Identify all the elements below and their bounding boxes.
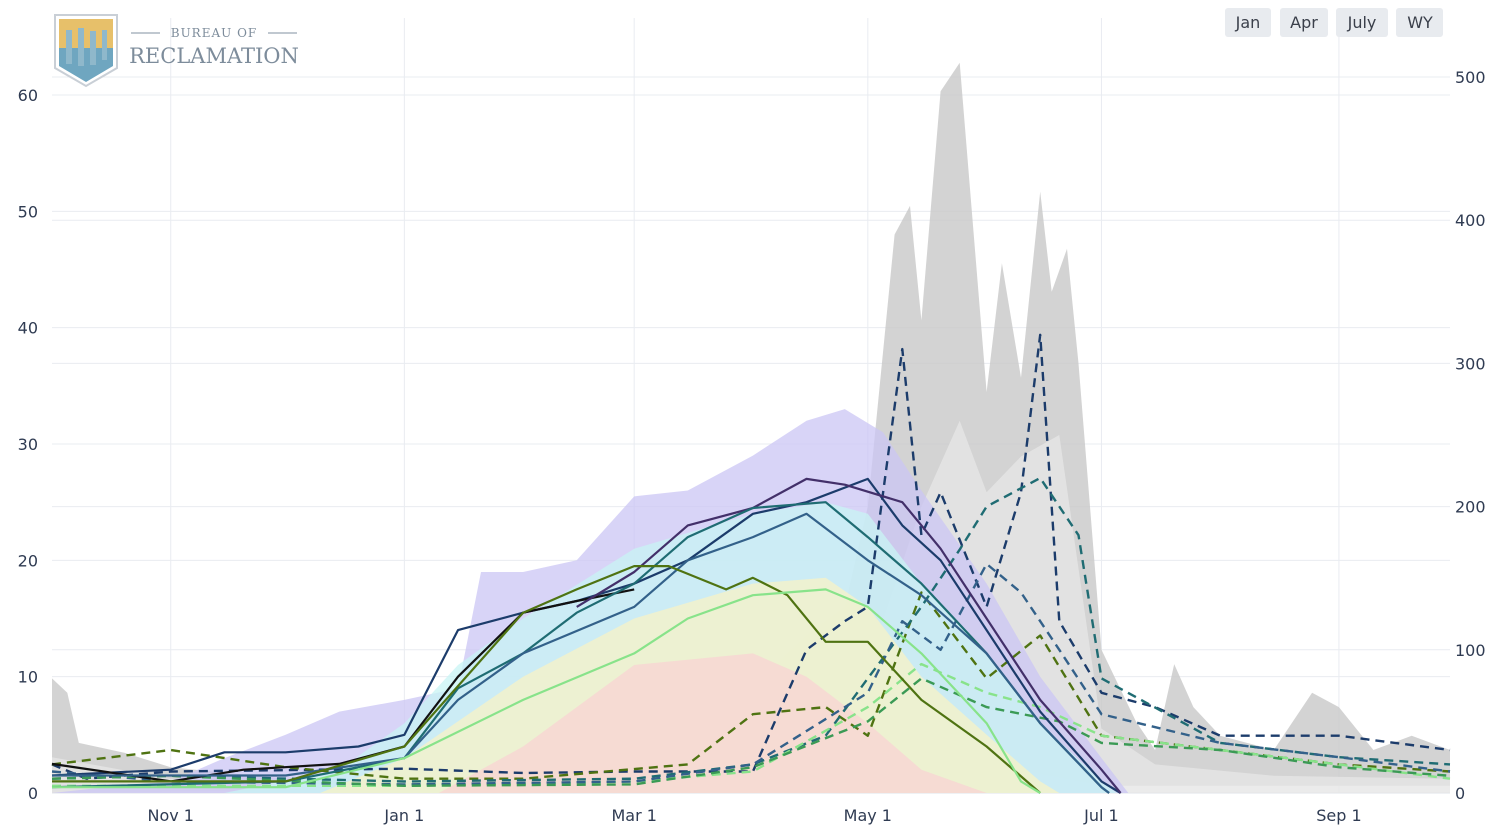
- x-tick-label: Jul 1: [1083, 806, 1119, 825]
- x-tick-label: Mar 1: [611, 806, 656, 825]
- y-right-tick-label: 500: [1455, 68, 1486, 87]
- swe-series-6: [52, 588, 1041, 794]
- grid-layer: [52, 18, 1450, 794]
- y-right-tick-label: 100: [1455, 641, 1486, 660]
- swe-series-5: [52, 565, 1041, 794]
- range-button-apr-label: Apr: [1290, 13, 1318, 32]
- range-button-wy-label: WY: [1407, 13, 1433, 32]
- y-right-tick-label: 400: [1455, 211, 1486, 230]
- y-right-tick-label: 0: [1455, 784, 1465, 803]
- y-left-tick-label: 0: [28, 784, 38, 803]
- y-left-tick-label: 50: [18, 202, 38, 221]
- flow-series-4: [51, 562, 1451, 786]
- flow-series-5: [51, 677, 1451, 787]
- x-tick-label: May 1: [844, 806, 892, 825]
- y-left-tick-label: 40: [18, 319, 38, 338]
- range-button-july[interactable]: July: [1336, 8, 1388, 37]
- reclamation-logo: BUREAU OF RECLAMATION: [54, 14, 299, 88]
- y-right-tick-label: 300: [1455, 354, 1486, 373]
- swe-band-3: [438, 653, 987, 793]
- swe-series-2: [576, 477, 1122, 794]
- swe-series-4: [52, 512, 1110, 794]
- flow-band-0: [52, 62, 1450, 793]
- y-left-tick-label: 10: [18, 668, 38, 687]
- band-layer: [52, 62, 1450, 793]
- range-button-apr[interactable]: Apr: [1280, 8, 1328, 37]
- range-button-jan-label: Jan: [1235, 13, 1261, 32]
- x-tick-label: Nov 1: [147, 806, 194, 825]
- logo-line1: BUREAU OF: [171, 26, 257, 40]
- y-left-tick-label: 20: [18, 551, 38, 570]
- y-left-tick-label: 30: [18, 435, 38, 454]
- tick-layer: 0 10 20 30 40 50 60 0 100 200 300 400 500 Nov 1 Jan 1 M…: [18, 68, 1486, 825]
- range-button-wy[interactable]: WY: [1396, 8, 1443, 37]
- line-layer: [51, 333, 1451, 794]
- logo-shield-icon: [54, 14, 118, 88]
- x-tick-label: Sep 1: [1316, 806, 1361, 825]
- range-button-july-label: July: [1347, 13, 1377, 32]
- flow-series-2: [51, 476, 1451, 783]
- y-right-tick-label: 200: [1455, 498, 1486, 517]
- y-left-tick-label: 60: [18, 86, 38, 105]
- logo-line2: RECLAMATION: [129, 44, 299, 68]
- x-tick-label: Jan 1: [383, 806, 424, 825]
- range-selector: Jan Apr July WY: [1225, 8, 1443, 37]
- flow-series-0: [51, 333, 1451, 780]
- range-button-jan[interactable]: Jan: [1225, 8, 1271, 37]
- swe-series-0: [51, 477, 1122, 794]
